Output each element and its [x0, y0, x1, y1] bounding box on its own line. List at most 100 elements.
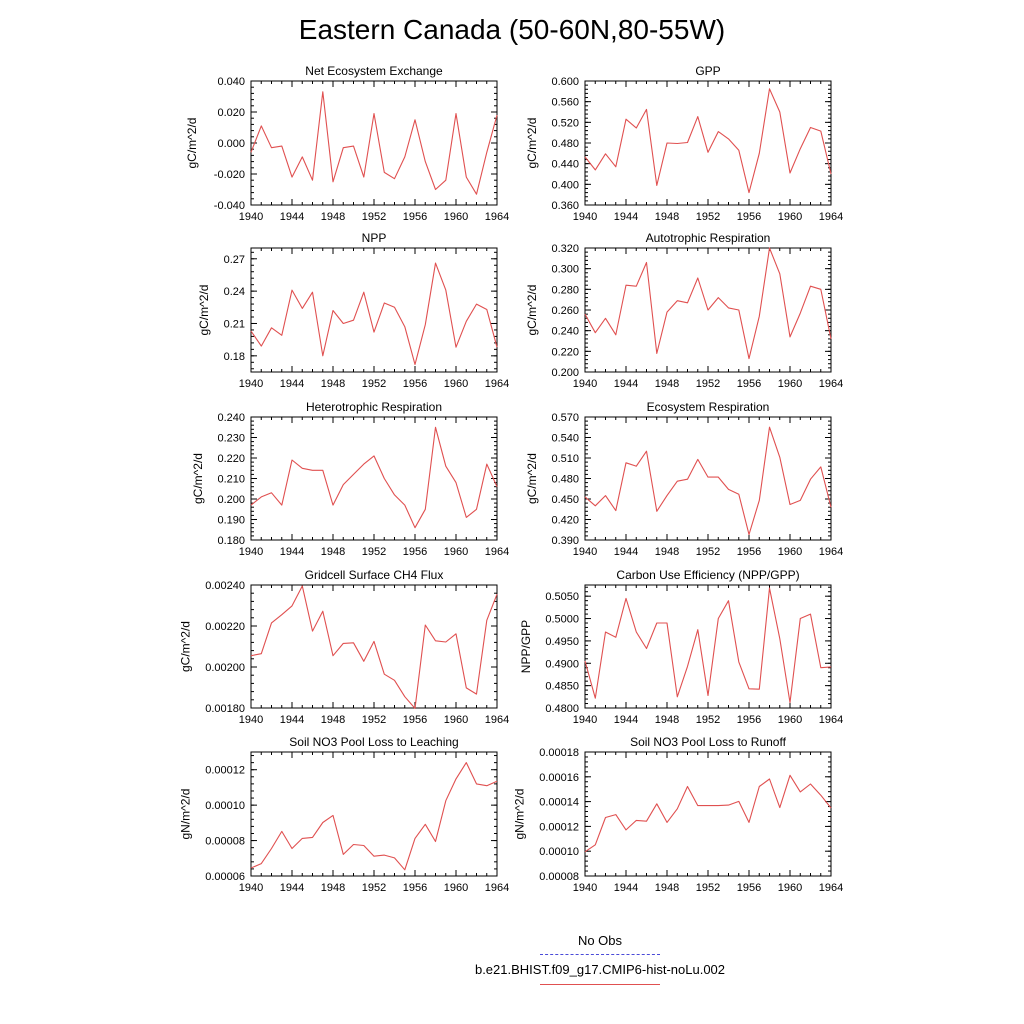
panel-title: Carbon Use Efficiency (NPP/GPP)	[616, 568, 799, 582]
series-line	[250, 426, 498, 529]
y-tick-label: 0.4900	[545, 658, 579, 670]
y-tick-label: 0.00012	[205, 765, 245, 777]
x-tick-label: 1944	[614, 546, 638, 558]
legend-run-line	[540, 984, 660, 985]
x-tick-label: 1940	[573, 211, 597, 223]
y-tick-label: 0.21	[224, 318, 245, 330]
panel-2: 1940 1944 1948 1952 1956 1960 1964 0.360 0.400 0.…	[525, 64, 843, 223]
x-tick-label: 1960	[778, 211, 802, 223]
y-tick-label: 0.040	[217, 76, 245, 88]
y-tick-label: 0.4950	[545, 636, 579, 648]
panel-title: GPP	[695, 64, 720, 78]
legend-run-label: b.e21.BHIST.f09_g17.CMIP6-hist-noLu.002	[474, 962, 726, 977]
x-tick-label: 1948	[321, 378, 345, 390]
x-tick-label: 1964	[819, 378, 843, 390]
series-line	[584, 774, 832, 853]
x-tick-label: 1964	[819, 882, 843, 894]
panel-6: 1940 1944 1948 1952 1956 1960 1964 0.390 0.420 0.…	[525, 400, 843, 558]
y-tick-label: 0.24	[224, 286, 245, 298]
y-tick-label: 0.180	[217, 535, 245, 547]
series-line	[250, 585, 498, 709]
y-axis-label: gC/m^2/d	[191, 453, 205, 504]
panel-3: 1940 1944 1948 1952 1956 1960 1964 0.18 0.21 0.24…	[197, 231, 509, 390]
x-tick-label: 1944	[280, 714, 304, 726]
y-axis-label: gC/m^2/d	[197, 285, 211, 336]
panel-title: Heterotrophic Respiration	[306, 400, 442, 414]
x-tick-label: 1940	[573, 546, 597, 558]
panel-title: Net Ecosystem Exchange	[305, 64, 443, 78]
y-axis-label: gC/m^2/d	[525, 118, 539, 169]
y-tick-label: 0.360	[551, 200, 579, 212]
plot-frame	[584, 416, 832, 541]
x-tick-label: 1952	[696, 378, 720, 390]
x-tick-label: 1944	[614, 714, 638, 726]
x-tick-label: 1948	[321, 882, 345, 894]
panel-1: 1940 1944 1948 1952 1956 1960 1964 -0.040 -0.020…	[185, 64, 509, 223]
y-tick-label: 0.230	[217, 433, 245, 445]
y-tick-label: 0.570	[551, 412, 579, 424]
x-tick-label: 1960	[444, 211, 468, 223]
panel-9: 1940 1944 1948 1952 1956 1960 1964 0.00006 0.000…	[179, 735, 510, 894]
panel-8: 1940 1944 1948 1952 1956 1960 1964 0.4800 0.4850…	[519, 568, 843, 726]
plot-frame	[584, 751, 832, 877]
x-tick-label: 1948	[655, 882, 679, 894]
x-tick-label: 1956	[737, 882, 761, 894]
x-tick-label: 1948	[321, 546, 345, 558]
y-tick-label: 0.5000	[545, 614, 579, 626]
x-tick-label: 1944	[280, 882, 304, 894]
x-tick-label: 1956	[403, 714, 427, 726]
x-tick-label: 1952	[362, 714, 386, 726]
x-tick-label: 1944	[614, 211, 638, 223]
x-tick-label: 1944	[280, 546, 304, 558]
x-tick-label: 1952	[362, 378, 386, 390]
y-tick-label: 0.00018	[539, 747, 579, 759]
panel-title: NPP	[362, 231, 387, 245]
y-tick-label: 0.300	[551, 264, 579, 276]
x-tick-label: 1960	[778, 378, 802, 390]
panel-title: Autotrophic Respiration	[646, 231, 771, 245]
y-tick-label: -0.040	[214, 200, 245, 212]
y-tick-label: 0.020	[217, 107, 245, 119]
y-tick-label: 0.540	[551, 433, 579, 445]
y-tick-label: -0.020	[214, 169, 245, 181]
x-tick-label: 1952	[696, 211, 720, 223]
y-tick-label: 0.210	[217, 474, 245, 486]
y-tick-label: 0.400	[551, 179, 579, 191]
x-tick-label: 1956	[403, 546, 427, 558]
x-tick-label: 1960	[778, 882, 802, 894]
x-tick-label: 1944	[614, 882, 638, 894]
y-tick-label: 0.00016	[539, 772, 579, 784]
x-tick-label: 1964	[819, 714, 843, 726]
x-tick-label: 1940	[239, 714, 263, 726]
x-tick-label: 1960	[444, 378, 468, 390]
x-tick-label: 1940	[573, 378, 597, 390]
x-tick-label: 1956	[403, 378, 427, 390]
panel-4: 1940 1944 1948 1952 1956 1960 1964 0.200 0.220 0.…	[525, 231, 843, 390]
x-tick-label: 1940	[573, 714, 597, 726]
x-tick-label: 1948	[321, 714, 345, 726]
y-tick-label: 0.190	[217, 515, 245, 527]
y-tick-label: 0.240	[217, 412, 245, 424]
y-tick-label: 0.480	[551, 138, 579, 150]
y-tick-label: 0.00240	[205, 580, 245, 592]
y-tick-label: 0.220	[551, 346, 579, 358]
series-line	[584, 247, 832, 360]
y-tick-label: 0.00010	[539, 846, 579, 858]
x-tick-label: 1956	[737, 211, 761, 223]
y-tick-label: 0.420	[551, 515, 579, 527]
x-tick-label: 1960	[444, 714, 468, 726]
x-tick-label: 1948	[655, 546, 679, 558]
plot-frame	[584, 80, 832, 206]
x-tick-label: 1952	[696, 882, 720, 894]
x-tick-label: 1948	[321, 211, 345, 223]
x-tick-label: 1964	[485, 211, 509, 223]
series-line	[584, 88, 832, 194]
x-tick-label: 1952	[362, 211, 386, 223]
x-tick-label: 1940	[573, 882, 597, 894]
series-line	[250, 91, 498, 195]
plot-frame	[250, 80, 498, 206]
x-tick-label: 1940	[239, 546, 263, 558]
y-axis-label: gN/m^2/d	[513, 789, 527, 840]
series-line	[584, 426, 832, 536]
